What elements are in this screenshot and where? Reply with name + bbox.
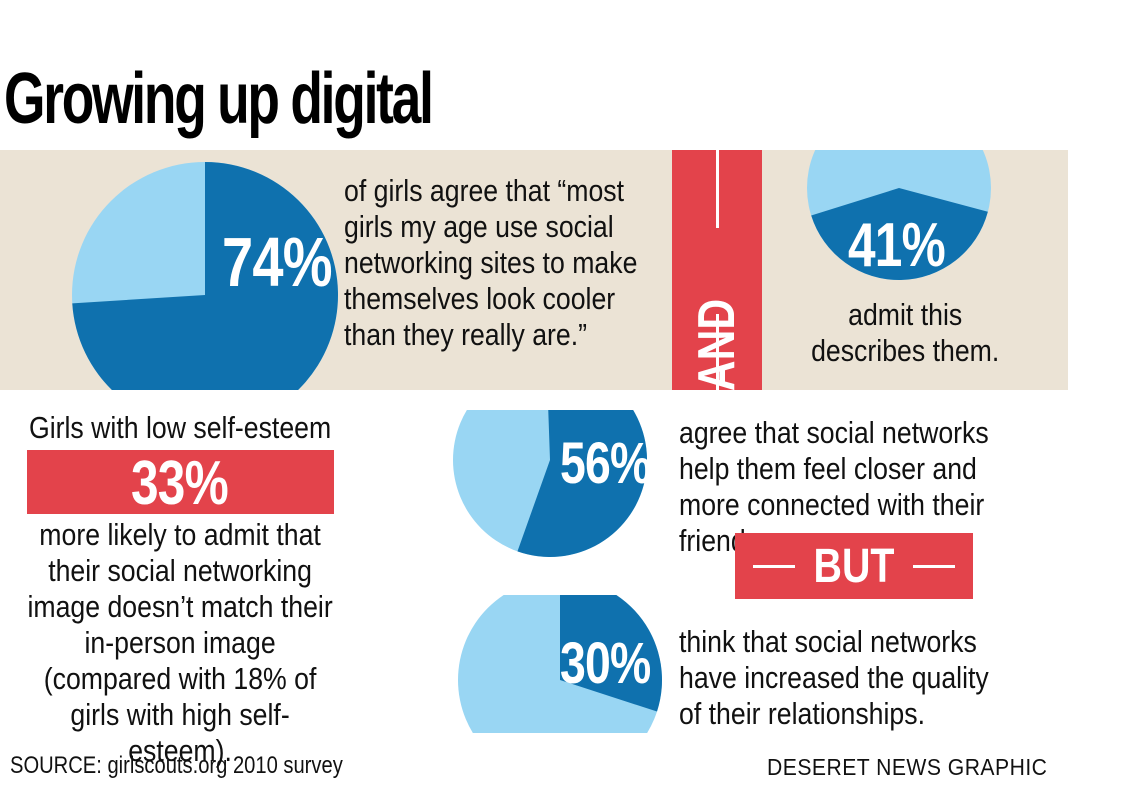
but-bar: BUT [735,533,973,599]
and-label: AND [688,298,746,392]
pie-30-value-label: 30% [560,631,651,696]
pie-74-value-label: 74% [222,223,332,301]
pie-41-description: admit this describes them. [811,297,1000,368]
pie-74-description: of girls agree that “most girls my age u… [344,173,638,352]
pie-41-value-label: 41% [848,211,946,280]
and-bar: AND [672,150,762,392]
pie-56-value-slice [517,410,647,557]
source-note: SOURCE: girlscouts.org 2010 survey [10,752,343,779]
but-label: BUT [813,540,895,593]
low-esteem-text: more likely to admit that their social n… [27,517,333,768]
pie-30-value-slice [560,595,662,712]
page-title: Growing up digital [4,59,434,139]
pie-30-description: think that social networks have increase… [679,624,989,731]
credit-line: DESERET NEWS GRAPHIC [767,754,1048,780]
pie-74-value-slice [72,162,338,390]
pie-41-value-slice [811,188,988,280]
pie-56-value-label: 56% [560,431,651,496]
pie-56-description: agree that social networks help them fee… [679,415,989,558]
low-esteem-pct-bar: 33% [27,449,334,518]
low-esteem-pct: 33% [131,449,229,518]
